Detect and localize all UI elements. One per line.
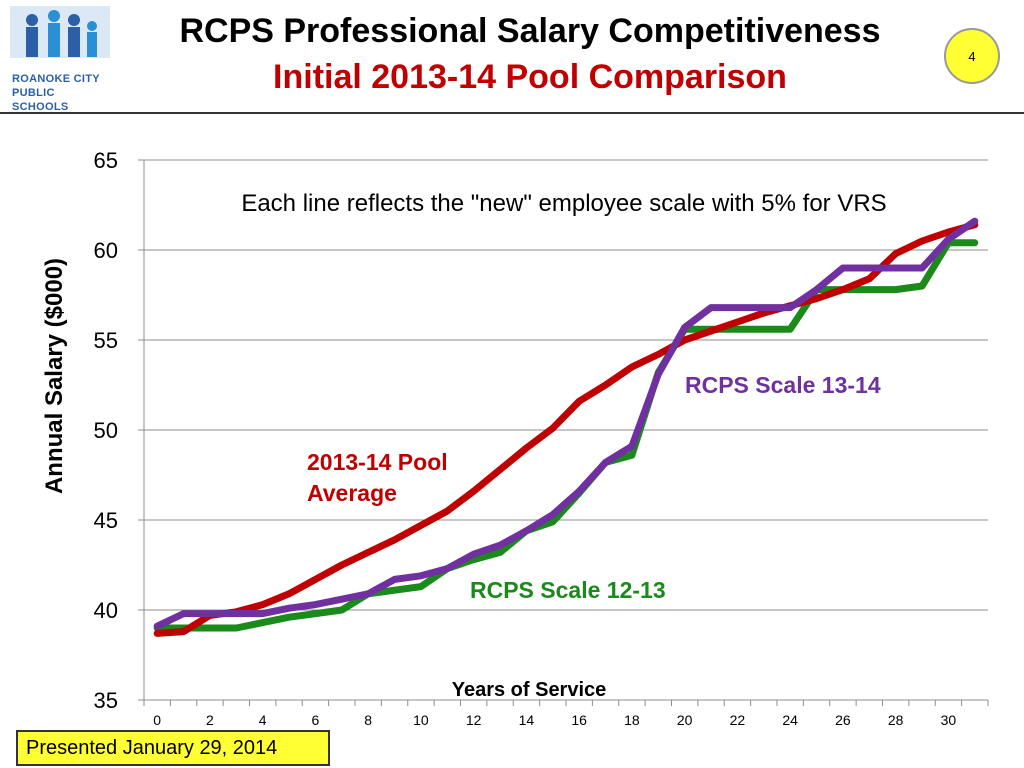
y-tick-label: 50 (94, 418, 118, 443)
series-label: Average (307, 480, 397, 506)
y-tick-label: 60 (94, 238, 118, 263)
y-tick-label: 55 (94, 328, 118, 353)
series-line (153, 221, 979, 637)
series-label: 2013-14 Pool (307, 449, 448, 475)
x-tick-label: 22 (730, 712, 746, 728)
y-tick-label: 65 (94, 148, 118, 173)
series-label: RCPS Scale 12-13 (470, 577, 666, 603)
page-title: RCPS Professional Salary Competitiveness (179, 12, 881, 50)
x-tick-label: 8 (364, 712, 372, 728)
page-subtitle: Initial 2013-14 Pool Comparison (273, 58, 787, 96)
series-line (153, 239, 979, 632)
logo-text-line2: PUBLIC SCHOOLS (12, 87, 69, 113)
x-tick-label: 4 (259, 712, 267, 728)
y-tick-label: 35 (94, 688, 118, 713)
x-tick-label: 26 (835, 712, 851, 728)
x-tick-label: 28 (888, 712, 904, 728)
chart-annotation: Each line reflects the "new" employee sc… (241, 190, 886, 217)
x-tick-label: 14 (519, 712, 535, 728)
x-tick-label: 10 (413, 712, 429, 728)
x-tick-label: 18 (624, 712, 640, 728)
series-label: RCPS Scale 13-14 (685, 372, 881, 398)
presented-date-label: Presented January 29, 2014 (16, 730, 330, 766)
x-tick-label: 12 (466, 712, 482, 728)
y-tick-label: 45 (94, 508, 118, 533)
x-tick-label: 6 (312, 712, 320, 728)
y-axis-label: Annual Salary ($000) (41, 258, 68, 494)
page-number-badge: 4 (944, 28, 1000, 84)
series-line (153, 217, 979, 630)
logo-text-line1: ROANOKE CITY (12, 73, 100, 85)
x-tick-label: 20 (677, 712, 693, 728)
logo: ROANOKE CITY PUBLIC SCHOOLS (8, 6, 112, 113)
y-tick-label: 40 (94, 598, 118, 623)
x-tick-label: 24 (782, 712, 798, 728)
x-axis-label: Years of Service (452, 679, 607, 701)
x-tick-label: 2 (206, 712, 214, 728)
header-divider (0, 112, 1024, 114)
x-tick-label: 16 (571, 712, 587, 728)
x-tick-label: 0 (153, 712, 161, 728)
logo-figures-icon (10, 6, 110, 68)
x-tick-label: 30 (941, 712, 957, 728)
